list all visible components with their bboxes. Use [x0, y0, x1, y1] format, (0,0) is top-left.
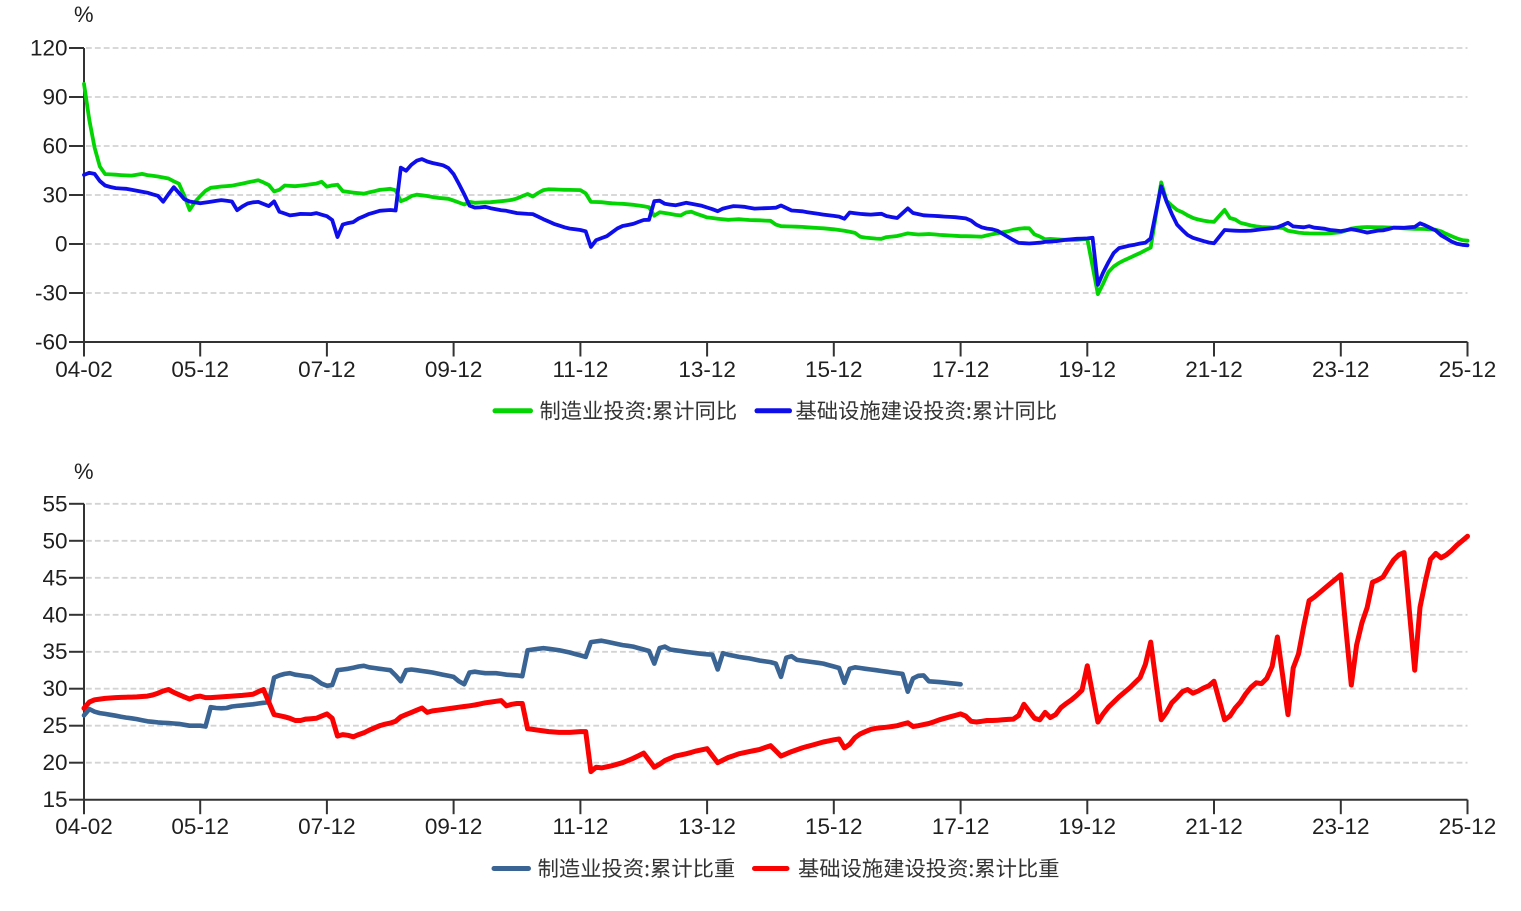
svg-text:15-12: 15-12: [805, 814, 863, 839]
svg-text:15-12: 15-12: [805, 357, 863, 382]
svg-text:-30: -30: [35, 281, 68, 306]
svg-text:15: 15: [42, 787, 67, 812]
svg-text:-60: -60: [35, 330, 68, 355]
svg-text:05-12: 05-12: [171, 814, 229, 839]
svg-text:30: 30: [42, 183, 67, 208]
svg-text:23-12: 23-12: [1312, 357, 1370, 382]
svg-text:25: 25: [42, 713, 67, 738]
svg-text:11-12: 11-12: [552, 814, 608, 839]
svg-text:17-12: 17-12: [932, 357, 990, 382]
svg-text:55: 55: [42, 491, 67, 516]
svg-text:35: 35: [42, 639, 67, 664]
svg-text:20: 20: [42, 750, 67, 775]
svg-text:30: 30: [42, 676, 67, 701]
svg-text:17-12: 17-12: [932, 814, 990, 839]
svg-text:11-12: 11-12: [552, 357, 608, 382]
svg-text:09-12: 09-12: [425, 357, 483, 382]
svg-text:23-12: 23-12: [1312, 814, 1370, 839]
svg-text:21-12: 21-12: [1185, 814, 1243, 839]
svg-text:09-12: 09-12: [425, 814, 483, 839]
svg-text:25-12: 25-12: [1439, 357, 1497, 382]
svg-text:45: 45: [42, 565, 67, 590]
svg-text:60: 60: [42, 134, 67, 159]
svg-text:0: 0: [55, 232, 68, 257]
svg-text:90: 90: [42, 85, 67, 110]
svg-text:21-12: 21-12: [1185, 357, 1243, 382]
svg-text:13-12: 13-12: [678, 357, 736, 382]
svg-text:25-12: 25-12: [1439, 814, 1497, 839]
svg-text:04-02: 04-02: [55, 357, 113, 382]
svg-text:19-12: 19-12: [1059, 357, 1117, 382]
svg-text:07-12: 07-12: [298, 357, 356, 382]
svg-text:120: 120: [30, 36, 68, 61]
svg-text:40: 40: [42, 602, 67, 627]
svg-text:%: %: [74, 2, 94, 27]
svg-text:19-12: 19-12: [1059, 814, 1117, 839]
svg-text:%: %: [74, 459, 94, 484]
svg-text:50: 50: [42, 528, 67, 553]
svg-text:04-02: 04-02: [55, 814, 113, 839]
svg-text:13-12: 13-12: [678, 814, 736, 839]
svg-text:05-12: 05-12: [171, 357, 229, 382]
svg-text:07-12: 07-12: [298, 814, 356, 839]
